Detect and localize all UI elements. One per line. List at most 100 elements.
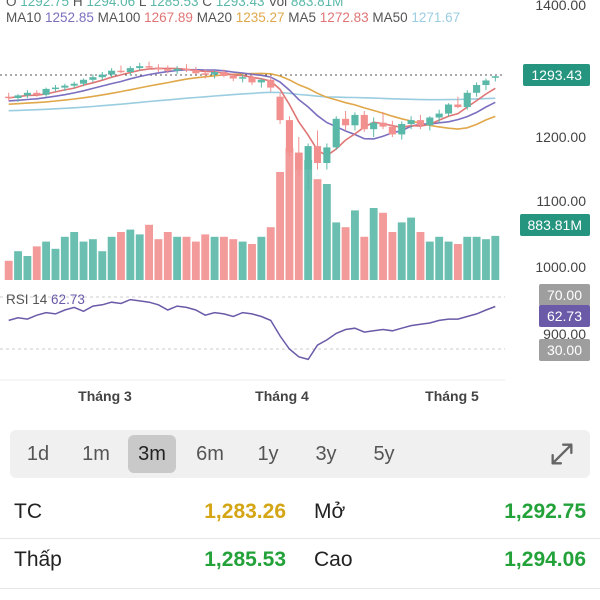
candle-body: [285, 120, 293, 153]
ma-legend-item: MA20 1235.27: [196, 10, 289, 25]
volume-bar: [341, 227, 350, 280]
candle-body: [323, 147, 331, 163]
candle-body: [182, 68, 191, 71]
volume-bar: [88, 239, 97, 280]
stat-row: TC 1,283.26 Mở 1,292.75: [0, 488, 600, 539]
rsi-current: 62.73: [51, 292, 85, 307]
range-tab-1m[interactable]: 1m: [82, 443, 110, 465]
volume-bar: [285, 148, 294, 280]
volume-bar: [79, 241, 88, 280]
rsi-upper-tag: 70.00: [538, 284, 590, 306]
volume-bar: [173, 236, 182, 280]
candle-body: [435, 113, 443, 118]
volume-tag: 883.81M: [519, 214, 590, 236]
ohlc-legend: O 1292.75 H 1294.06 L 1285.53 C 1293.43 …: [6, 0, 343, 9]
stat-row: Thấp 1,285.53 Cao 1,294.06: [0, 538, 600, 589]
candle-body: [5, 96, 13, 99]
ma-legend: MA10 1252.85 MA100 1267.89 MA20 1235.27 …: [6, 10, 460, 25]
volume-bar: [191, 241, 200, 280]
low-value: 1285.53: [149, 0, 199, 9]
price-tick: 1000.00: [535, 259, 586, 275]
chart-canvas[interactable]: [0, 0, 600, 420]
volume-bar: [70, 232, 79, 280]
close-value: 1293.43: [215, 0, 265, 9]
volume-bar: [435, 236, 444, 280]
stock-chart[interactable]: O 1292.75 H 1294.06 L 1285.53 C 1293.43 …: [0, 0, 600, 420]
low-label: Thấp: [14, 548, 62, 571]
volume-bar: [491, 235, 500, 280]
candle-body: [257, 79, 265, 83]
volume-bar: [126, 229, 135, 280]
high-value: 1294.06: [86, 0, 136, 9]
candle-body: [136, 66, 144, 69]
range-tab-3m[interactable]: 3m: [128, 435, 176, 473]
volume-bar: [397, 222, 406, 280]
rsi-title: RSI 14 62.73: [6, 292, 85, 307]
candle-body: [360, 114, 368, 130]
candle-body: [491, 76, 499, 78]
volume-bar: [117, 232, 125, 280]
volume-bar: [407, 217, 416, 280]
candle-body: [267, 79, 275, 88]
range-tab-5y[interactable]: 5y: [373, 443, 395, 465]
range-tab-3y[interactable]: 3y: [315, 443, 337, 465]
candle-body: [295, 152, 303, 170]
volume-bar: [4, 260, 13, 280]
volume-bar: [51, 248, 60, 280]
volume-bar: [322, 184, 331, 280]
candle-body: [164, 69, 172, 71]
volume-bar: [332, 222, 341, 280]
expand-icon[interactable]: [548, 440, 576, 468]
candle-body: [444, 104, 453, 114]
volume-bar: [14, 251, 22, 280]
month-label: Tháng 4: [255, 388, 309, 404]
candle-body: [220, 72, 228, 76]
range-tab-1d[interactable]: 1d: [26, 443, 50, 465]
ma-legend-item: MA5 1272.83: [288, 10, 373, 25]
candle-body: [454, 104, 462, 108]
candle-body: [201, 73, 209, 75]
high-price-value: 1,294.06: [504, 548, 586, 571]
month-label: Tháng 3: [78, 388, 132, 404]
open-price-value: 1,292.75: [504, 500, 586, 523]
volume-bar: [145, 224, 153, 280]
volume-bar: [388, 232, 397, 280]
candle-body: [482, 80, 490, 85]
volume-bar: [416, 232, 425, 280]
rsi-line: [8, 298, 496, 361]
range-tab-1y[interactable]: 1y: [257, 443, 279, 465]
rsi-value-tag: 62.73: [538, 305, 590, 327]
volume-bar: [351, 210, 359, 280]
ref-price-label: TC: [14, 500, 42, 523]
volume-bar: [482, 239, 490, 280]
volume-bar: [453, 244, 462, 280]
volume-bar: [294, 152, 303, 280]
candle-body: [145, 66, 153, 68]
candle-body: [313, 146, 322, 163]
volume-bar: [154, 239, 163, 280]
rsi-lower-tag: 30.00: [538, 339, 590, 361]
last-price-tag: 1293.43: [523, 64, 590, 86]
candle-body: [70, 83, 78, 86]
candle-body: [416, 120, 425, 126]
candle-body: [276, 96, 284, 121]
volume-bar: [60, 236, 69, 280]
volume-bar: [210, 236, 219, 280]
candle-body: [89, 77, 97, 80]
range-tab-6m[interactable]: 6m: [196, 443, 224, 465]
volume-bar: [248, 244, 256, 280]
volume-bar: [201, 234, 210, 280]
volume-bar: [219, 236, 228, 280]
volume-bar: [229, 239, 238, 280]
volume-bar: [107, 236, 116, 280]
candle-body: [98, 74, 106, 78]
candle-body: [79, 79, 88, 84]
open-label: Mở: [314, 500, 346, 523]
volume-bar: [182, 236, 191, 280]
candle-body: [426, 117, 434, 126]
volume-bar: [444, 241, 453, 280]
candle-body: [332, 118, 340, 148]
candle-body: [126, 68, 134, 72]
ref-price-value: 1,283.26: [204, 500, 286, 523]
candle-body: [342, 118, 350, 126]
